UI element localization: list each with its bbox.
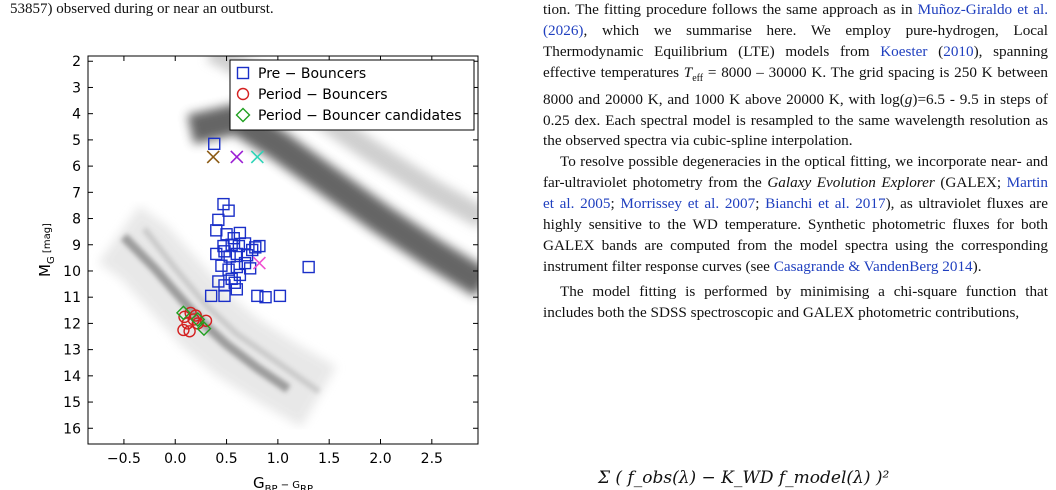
pre-bouncer-marker [230, 247, 244, 261]
legend-marker-circle [236, 87, 250, 101]
period-bouncer-marker [199, 314, 213, 327]
pre-bouncer-marker [230, 260, 244, 274]
pre-bouncer-marker [251, 289, 264, 303]
x-tick-label: 2.5 [421, 451, 443, 467]
citation-koester-year[interactable]: 2010 [943, 42, 974, 60]
citation-martin[interactable]: Martin et al. 2005 [543, 174, 1048, 213]
cmd-scatter-figure: −0.5 0.0 0.5 1.0 1.5 2.0 2.5 2 3 4 5 6 7 8 9 10 11 12 13 14… [36, 54, 479, 490]
galex-name: Galaxy Evolution Explorer [767, 174, 935, 192]
data-marks [175, 137, 315, 338]
body-text-column: tion. The fitting procedure follows the … [543, 0, 1048, 324]
pre-bouncer-marker [210, 247, 223, 261]
legend-box [229, 59, 475, 131]
x-tick-label: 2.0 [369, 451, 391, 467]
y-tick-label: 15 [63, 395, 81, 411]
period-bouncer-marker [183, 325, 196, 338]
wd-secondary-sequence [142, 227, 321, 395]
pre-bouncer-marker [230, 283, 244, 296]
legend: Pre − Bouncers Period − Bouncers Period − … [229, 59, 475, 131]
period-bouncer-candidate-marker [196, 321, 212, 337]
x-tick-label: 0.5 [215, 451, 237, 467]
cross-marker [252, 256, 266, 270]
y-tick-label: 5 [72, 133, 81, 149]
x-tick-label: 1.5 [318, 451, 340, 467]
plot-axes: −0.5 0.0 0.5 1.0 1.5 2.0 2.5 2 3 4 5 6 7 8 9 10 11 12 13 14… [36, 54, 479, 490]
pre-bouncer-marker [223, 250, 236, 263]
cross-marker [250, 150, 264, 164]
pre-bouncer-marker [249, 241, 262, 254]
pre-bouncer-marker [253, 239, 266, 253]
x-axis-label: GBP − GRP [253, 474, 313, 490]
pre-bouncer-marker [246, 243, 259, 257]
equation-fragment: Σ ( f_obs(λ) − K_WD f_model(λ) )² [598, 468, 890, 488]
legend-entry-label: Period − Bouncer candidates [258, 108, 462, 124]
pre-bouncer-marker [259, 290, 272, 304]
x-tick-label: 0.0 [164, 451, 186, 467]
pre-bouncer-marker [204, 289, 218, 303]
citation-munoz-giraldo[interactable]: Muñoz-Giraldo et al. (2026) [543, 1, 1048, 39]
y-tick-label: 11 [63, 290, 81, 306]
period-bouncer-marker [177, 323, 190, 337]
paragraph-3: The model fitting is performed by minimi… [543, 282, 1048, 321]
period-bouncer-marker [178, 310, 191, 324]
cross-marker [206, 150, 220, 164]
y-tick-label: 2 [72, 54, 81, 70]
paragraph-1: tion. The fitting procedure follows the … [543, 1, 1048, 150]
pre-bouncer-marker [243, 262, 257, 275]
period-bouncer-candidate-marker [175, 305, 191, 321]
y-tick-label: 3 [72, 80, 81, 96]
citation-morrissey[interactable]: Morrissey et al. 2007 [620, 195, 756, 213]
y-tick-label: 7 [72, 185, 81, 201]
y-tick-label: 10 [63, 264, 81, 280]
y-tick-label: 14 [63, 369, 81, 385]
pre-bouncer-marker [210, 224, 223, 237]
y-axis-label: MG [mag] [36, 223, 57, 277]
legend-entry-label: Period − Bouncers [258, 87, 388, 103]
pre-bouncer-marker [302, 260, 315, 274]
y-tick-label: 13 [63, 343, 81, 359]
y-tick-label: 4 [72, 107, 81, 123]
citation-bianchi[interactable]: Bianchi et al. 2017 [765, 195, 886, 213]
x-tick-label: −0.5 [107, 451, 141, 467]
y-tick-label: 16 [63, 421, 81, 437]
pre-bouncer-marker [222, 204, 235, 217]
pre-bouncer-marker [212, 213, 225, 227]
y-tick-label: 8 [72, 212, 81, 228]
citation-koester[interactable]: Koester [880, 42, 928, 60]
pre-bouncer-marker [220, 228, 233, 241]
legend-entry-label: Pre − Bouncers [258, 66, 366, 82]
y-tick-label: 12 [63, 316, 81, 332]
x-tick-label: 1.0 [267, 451, 289, 467]
pre-bouncer-marker [228, 276, 241, 289]
pre-bouncer-marker [218, 289, 231, 303]
y-tick-label: 6 [72, 159, 81, 175]
pre-bouncer-marker [208, 137, 221, 151]
pre-bouncer-marker [215, 259, 228, 272]
legend-marker-square [236, 66, 250, 80]
pre-bouncer-marker [273, 289, 287, 303]
paragraph-2: To resolve possible degeneracies in the … [543, 153, 1048, 275]
plot-frame [87, 55, 479, 445]
cross-marker [230, 150, 244, 164]
figure-caption-tail: 53857) observed during or near an outbur… [10, 0, 510, 18]
citation-casagrande[interactable]: Casagrande & VandenBerg 2014 [773, 257, 973, 275]
period-bouncer-candidate-marker [190, 311, 206, 327]
caption-text: 53857) observed during or near an outbur… [10, 1, 274, 17]
pre-bouncer-marker [238, 237, 252, 250]
legend-marker-diamond [235, 107, 251, 123]
y-tick-label: 9 [72, 238, 81, 254]
